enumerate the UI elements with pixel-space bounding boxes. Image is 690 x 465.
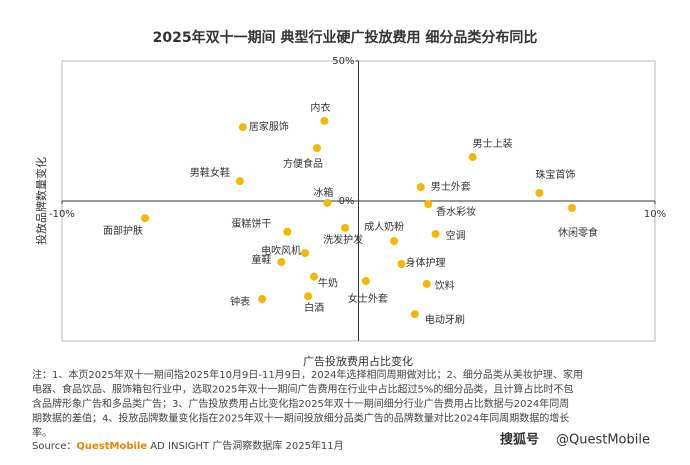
point — [535, 188, 544, 197]
source-prefix: Source： — [32, 441, 76, 452]
point — [323, 198, 332, 207]
point — [283, 227, 292, 236]
point-label: 男鞋女鞋 — [190, 166, 230, 179]
y-axis-title: 投放品牌数量变化 — [34, 157, 48, 245]
source-rest: AD INSIGHT 广告洞察数据库 2025年11月 — [147, 439, 344, 452]
point-label: 童鞋 — [251, 253, 271, 266]
point — [397, 260, 406, 268]
point — [258, 295, 267, 303]
point — [416, 183, 425, 191]
watermark-handle: @QuestMobile — [556, 433, 650, 448]
x-tick-label: -10% — [49, 209, 75, 220]
notes: 注：1、本页2025年双十一期间指2025年10月9日-11月9日，2024年选… — [32, 368, 583, 439]
point-label: 钟表 — [230, 295, 250, 308]
point — [468, 153, 477, 162]
point-label: 珠宝首饰 — [535, 168, 575, 181]
point-label: 男士上装 — [473, 137, 513, 150]
point — [422, 279, 431, 288]
point — [141, 214, 150, 223]
source-brand: QuestMobile — [76, 441, 147, 452]
point-label: 内衣 — [310, 101, 330, 114]
point-label: 白酒 — [304, 301, 324, 314]
point-label: 香水彩妆 — [436, 205, 476, 218]
point-label: 电动牙刷 — [425, 313, 465, 326]
y-tick-label: 50% — [332, 56, 354, 67]
point — [341, 223, 350, 232]
note-line: 期数据的差值；4、投放品牌数量变化指在2025年双十一期间投放细分品类广告的品牌… — [32, 412, 569, 425]
point — [310, 272, 319, 281]
point — [238, 123, 247, 132]
point — [431, 230, 440, 239]
point-label: 方便食品 — [283, 157, 323, 170]
point-label: 居家服饰 — [249, 120, 289, 133]
x-axis-title: 广告投放费用占比变化 — [303, 354, 413, 368]
note-line: 电器、食品饮品、服饰箱包行业中，选取2025年双十一期间广告费用在行业中占比超过… — [32, 383, 573, 396]
point-label: 身体护理 — [405, 256, 445, 269]
point-label: 女士外套 — [348, 292, 388, 305]
point-label: 蛋糕饼干 — [231, 217, 271, 230]
point-label: 男士外套 — [431, 180, 471, 193]
x-tick-label: 10% — [644, 209, 666, 220]
note-line: 注：1、本页2025年双十一期间指2025年10月9日-11月9日，2024年选… — [32, 368, 583, 381]
point — [235, 177, 244, 186]
point-label: 电吹风机 — [261, 244, 301, 257]
point — [312, 144, 321, 153]
watermark-platform: 搜狐号 — [500, 432, 539, 448]
point — [390, 237, 399, 246]
point — [320, 116, 329, 125]
point-label: 冰箱 — [313, 186, 333, 199]
point — [301, 249, 310, 258]
point — [567, 204, 576, 212]
point — [410, 310, 419, 319]
note-line: 率。 — [32, 426, 52, 439]
point — [277, 258, 286, 267]
point-label: 成人奶粉 — [364, 220, 404, 233]
point — [424, 200, 433, 209]
point-label: 面部护肤 — [103, 224, 143, 237]
note-line: 含品牌形象广告和多品类广告；3、广告投放费用占比变化指2025年双十一期间细分行… — [32, 397, 569, 410]
point-label: 洗发护发 — [323, 233, 363, 246]
point-label: 牛奶 — [318, 277, 338, 290]
point-label: 饮料 — [435, 279, 455, 292]
point — [361, 277, 370, 286]
chart-title: 2025年双十一期间 典型行业硬广投放费用 细分品类分布同比 — [153, 29, 538, 46]
point-label: 空调 — [446, 229, 466, 242]
point — [304, 292, 313, 301]
source: Source：QuestMobile AD INSIGHT 广告洞察数据库 20… — [32, 439, 344, 452]
point-label: 休闲零食 — [558, 226, 598, 239]
